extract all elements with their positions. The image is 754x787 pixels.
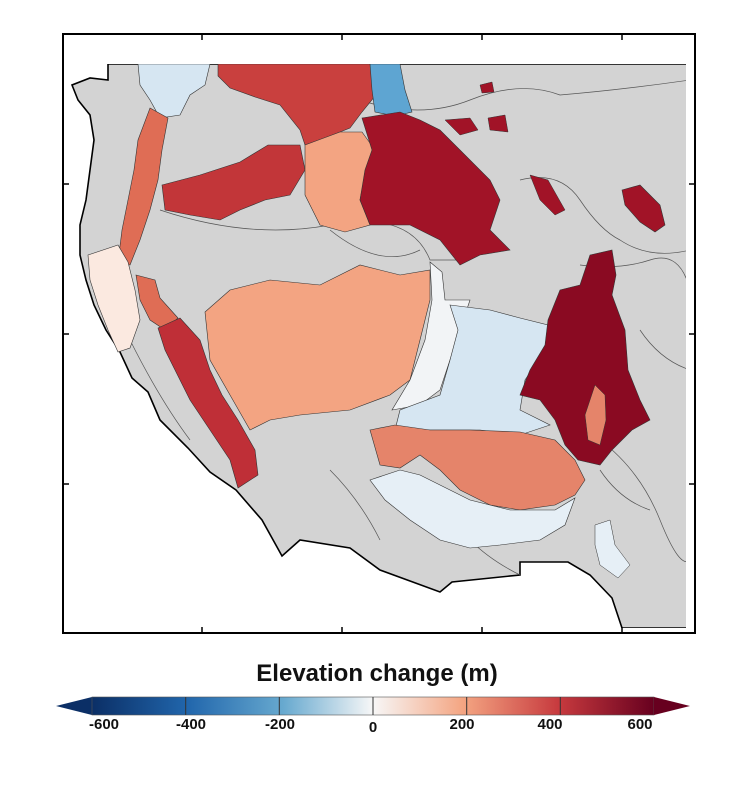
region-sacramento-mountains bbox=[594, 519, 631, 579]
region-puget-north-cascades bbox=[137, 64, 211, 119]
colorbar-tick: 400 bbox=[537, 716, 563, 733]
region-colorado-plateau-south bbox=[369, 424, 586, 511]
elevation-change-map bbox=[62, 33, 696, 634]
region-southern-rockies bbox=[519, 249, 651, 466]
colorbar-tick: 600 bbox=[627, 716, 653, 733]
colorbar-dividers bbox=[185, 697, 561, 715]
region-sierra-nevada bbox=[157, 317, 259, 489]
region-great-basin bbox=[204, 264, 431, 431]
region-cascade-range bbox=[117, 107, 169, 266]
colorbar-tick: 200 bbox=[449, 716, 475, 733]
region-montana-islands bbox=[444, 81, 566, 216]
colorbar-tick: -600 bbox=[88, 716, 120, 733]
colorbar-extend-high bbox=[654, 697, 690, 715]
colorbar-tick-labels: -600 -400 -200 0 200 400 600 bbox=[0, 716, 754, 740]
map-land bbox=[70, 64, 686, 628]
colorbar-tick: 0 bbox=[368, 719, 378, 736]
colorbar-extend-low bbox=[56, 697, 92, 715]
region-wasatch-transition bbox=[391, 261, 471, 411]
region-mogollon-rim bbox=[369, 469, 576, 549]
region-blue-mountains bbox=[161, 144, 306, 221]
region-klamath bbox=[87, 244, 141, 353]
frame-ticks bbox=[63, 34, 695, 633]
colorbar-tick: -200 bbox=[264, 716, 296, 733]
colorbar bbox=[56, 696, 690, 716]
colorbar-title: Elevation change (m) bbox=[256, 660, 498, 687]
region-black-hills bbox=[621, 184, 666, 233]
region-yellowstone bbox=[359, 111, 511, 266]
colorbar-tick: -400 bbox=[175, 716, 207, 733]
region-san-luis-valley bbox=[584, 384, 607, 446]
